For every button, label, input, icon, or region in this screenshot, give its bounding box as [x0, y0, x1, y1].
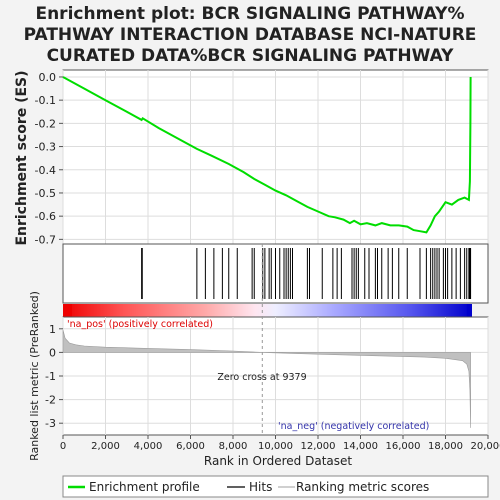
es-tick-label: -0.5 — [35, 187, 56, 200]
x-tick-label: 20,000 — [471, 441, 500, 452]
metric-tick-label: 0 — [49, 346, 56, 359]
x-tick-label: 0 — [60, 441, 66, 452]
ranking-metric-area — [62, 329, 471, 428]
es-tick-label: -0.3 — [35, 141, 56, 154]
x-tick-label: 18,000 — [428, 441, 463, 452]
x-tick-label: 10,000 — [258, 441, 293, 452]
es-tick-label: -0.1 — [35, 94, 56, 107]
metric-tick-label: -1 — [45, 370, 56, 383]
x-tick-label: 14,000 — [343, 441, 378, 452]
legend-hits-label: Hits — [249, 480, 272, 494]
x-tick-label: 12,000 — [301, 441, 336, 452]
es-axis-label: Enrichment score (ES) — [14, 70, 30, 245]
x-tick-label: 8,000 — [219, 441, 248, 452]
rank-color-bar-pos-end — [63, 304, 72, 317]
metric-axis-ticks: 1 0 -1 -2 -3 — [45, 323, 63, 430]
legend-box — [62, 475, 489, 498]
es-tick-label: -0.6 — [35, 210, 56, 223]
chart-title-line-2: PATHWAY INTERACTION DATABASE NCI-NATURE — [24, 25, 477, 45]
x-tick-label: 4,000 — [134, 441, 163, 452]
zero-cross-label: Zero cross at 9379 — [217, 372, 306, 383]
legend-enrichment-label: Enrichment profile — [89, 480, 200, 494]
es-tick-label: -0.4 — [35, 164, 56, 177]
negative-correlation-label: 'na_neg' (negatively correlated) — [278, 421, 429, 432]
x-axis-label: Rank in Ordered Dataset — [204, 454, 352, 468]
es-tick-label: -0.2 — [35, 117, 56, 130]
enrichment-profile-line — [62, 76, 472, 234]
metric-axis-label: Ranked list metric (PreRanked) — [28, 291, 41, 461]
chart-title-line-1: Enrichment plot: BCR SIGNALING PATHWAY% — [35, 4, 464, 24]
metric-tick-label: -2 — [45, 394, 56, 407]
rank-color-bar-bands — [63, 304, 471, 317]
x-tick-label: 16,000 — [386, 441, 421, 452]
metric-tick-label: 1 — [49, 323, 56, 336]
es-tick-label: -0.7 — [35, 233, 56, 246]
rank-color-bar-neg-end — [466, 304, 471, 317]
metric-tick-label: -3 — [45, 417, 56, 430]
chart-title-line-3: CURATED DATA%BCR SIGNALING PATHWAY — [47, 46, 455, 66]
rank-color-bar — [63, 304, 472, 317]
x-tick-label: 6,000 — [176, 441, 205, 452]
es-gridlines — [62, 70, 489, 244]
es-tick-label: 0.0 — [39, 71, 57, 84]
positive-correlation-label: 'na_pos' (positively correlated) — [67, 319, 213, 330]
es-axis-ticks: 0.0 -0.1 -0.2 -0.3 -0.4 -0.5 -0.6 -0.7 — [35, 71, 63, 246]
x-axis-ticks: 0 2,000 4,000 6,000 8,000 10,000 12,000 14,000 1… — [60, 435, 500, 452]
legend-metric-label: Ranking metric scores — [296, 480, 429, 494]
x-tick-label: 2,000 — [91, 441, 120, 452]
